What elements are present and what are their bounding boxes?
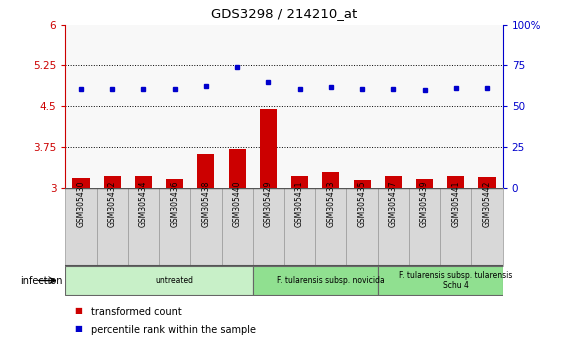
Text: GSM305433: GSM305433 [327, 180, 335, 227]
Bar [128, 188, 159, 266]
Text: percentile rank within the sample: percentile rank within the sample [91, 325, 256, 335]
Bar [322, 172, 340, 188]
Bar [222, 188, 253, 266]
Bar [478, 177, 496, 188]
Bar [253, 266, 378, 295]
Text: GSM305431: GSM305431 [295, 180, 304, 227]
Bar [65, 188, 97, 266]
Text: GSM305434: GSM305434 [139, 180, 148, 227]
Bar [385, 176, 402, 188]
Bar [166, 179, 183, 188]
Text: GSM305440: GSM305440 [233, 180, 241, 227]
Text: ■: ■ [74, 324, 82, 333]
Text: GSM305437: GSM305437 [389, 180, 398, 227]
Text: GSM305438: GSM305438 [202, 180, 210, 227]
Text: GSM305435: GSM305435 [358, 180, 366, 227]
Bar [197, 154, 215, 188]
Text: GDS3298 / 214210_at: GDS3298 / 214210_at [211, 7, 357, 21]
Bar [291, 176, 308, 188]
Text: untreated: untreated [156, 276, 194, 285]
Bar [353, 180, 371, 188]
Bar [447, 176, 465, 188]
Bar [315, 188, 346, 266]
Bar [346, 188, 378, 266]
Text: transformed count: transformed count [91, 307, 182, 317]
Text: GSM305430: GSM305430 [77, 180, 85, 227]
Bar [471, 188, 503, 266]
Bar [159, 188, 190, 266]
Text: GSM305432: GSM305432 [108, 180, 116, 227]
Bar [65, 266, 253, 295]
Text: GSM305439: GSM305439 [420, 180, 429, 227]
Text: infection: infection [20, 275, 62, 286]
Bar [440, 188, 471, 266]
Bar [378, 266, 503, 295]
Bar [135, 176, 152, 188]
Bar [190, 188, 222, 266]
Text: F. tularensis subsp. tularensis
Schu 4: F. tularensis subsp. tularensis Schu 4 [399, 271, 512, 290]
Bar [284, 188, 315, 266]
Bar [260, 109, 277, 188]
Bar [409, 188, 440, 266]
Text: F. tularensis subsp. novicida: F. tularensis subsp. novicida [277, 276, 385, 285]
Text: GSM305442: GSM305442 [483, 180, 491, 227]
Bar [253, 188, 284, 266]
Bar [97, 188, 128, 266]
Bar [72, 178, 90, 188]
Bar [103, 176, 121, 188]
Text: ■: ■ [74, 306, 82, 315]
Bar [228, 149, 246, 188]
Text: GSM305441: GSM305441 [452, 180, 460, 227]
Bar [416, 179, 433, 188]
Text: GSM305429: GSM305429 [264, 180, 273, 227]
Text: GSM305436: GSM305436 [170, 180, 179, 227]
Bar [378, 188, 409, 266]
